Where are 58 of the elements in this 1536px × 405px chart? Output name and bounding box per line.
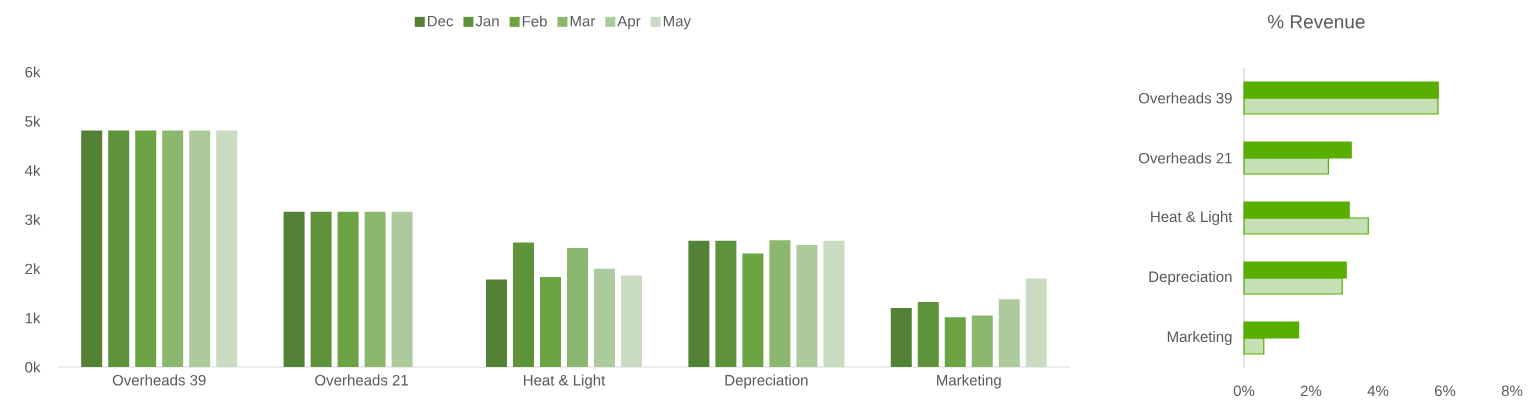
bar (971, 315, 993, 367)
bar (81, 130, 103, 367)
bar (1025, 278, 1047, 367)
x-tick-label: Overheads 39 (112, 374, 206, 386)
bar (944, 317, 966, 367)
y-tick-label: Overheads 21 (1138, 152, 1232, 164)
y-tick-label: 3k (25, 214, 41, 226)
bar (796, 245, 818, 367)
x-tick-label: Overheads 21 (315, 374, 408, 386)
bar (108, 130, 130, 367)
bar (890, 308, 912, 367)
x-tick-label: 2% (1300, 385, 1322, 397)
bar (485, 279, 507, 367)
bar (216, 130, 238, 367)
bar (566, 248, 588, 367)
bar (337, 211, 359, 367)
bar (715, 240, 737, 367)
y-tick-label: 0k (25, 361, 41, 373)
bar (310, 211, 332, 367)
y-tick-label: 1k (25, 312, 41, 324)
bar (391, 211, 413, 367)
bar (769, 240, 791, 367)
bar (189, 130, 211, 367)
legend-label: Mar (570, 15, 596, 27)
legend-label: Dec (427, 15, 454, 27)
legend-label: Feb (522, 15, 547, 27)
y-tick-label: 5k (25, 115, 41, 127)
bar (823, 240, 845, 367)
chart-title: % Revenue (1267, 15, 1365, 29)
bar (688, 240, 710, 367)
y-tick-label: Marketing (1167, 331, 1232, 345)
x-tick-label: Heat & Light (523, 374, 606, 389)
bar (364, 211, 386, 367)
x-tick-label: Depreciation (725, 374, 808, 389)
y-tick-label: 4k (24, 164, 41, 176)
x-tick-label: 8% (1501, 385, 1523, 397)
legend-label: Jan (475, 15, 499, 27)
bar (135, 130, 157, 367)
x-tick-label: 4% (1367, 385, 1389, 397)
y-tick-label: 6k (25, 66, 41, 78)
x-tick-label: 0% (1233, 385, 1255, 397)
x-tick-label: Marketing (937, 374, 1001, 389)
y-tick-label: Overheads 39 (1138, 92, 1232, 104)
bar (917, 302, 939, 367)
x-tick-label: 6% (1434, 385, 1456, 397)
bar (998, 299, 1020, 367)
legend-label: Apr (617, 15, 641, 30)
legend-label: May (663, 15, 691, 30)
y-tick-label: Depreciation (1149, 271, 1232, 285)
bar (539, 277, 561, 367)
y-tick-label: Heat & Light (1151, 211, 1233, 225)
bar (512, 242, 534, 367)
y-tick-label: 2k (25, 263, 41, 275)
bar (620, 275, 642, 367)
bar (283, 211, 305, 367)
bar (162, 130, 184, 367)
bar (742, 253, 764, 367)
bar (593, 268, 615, 367)
